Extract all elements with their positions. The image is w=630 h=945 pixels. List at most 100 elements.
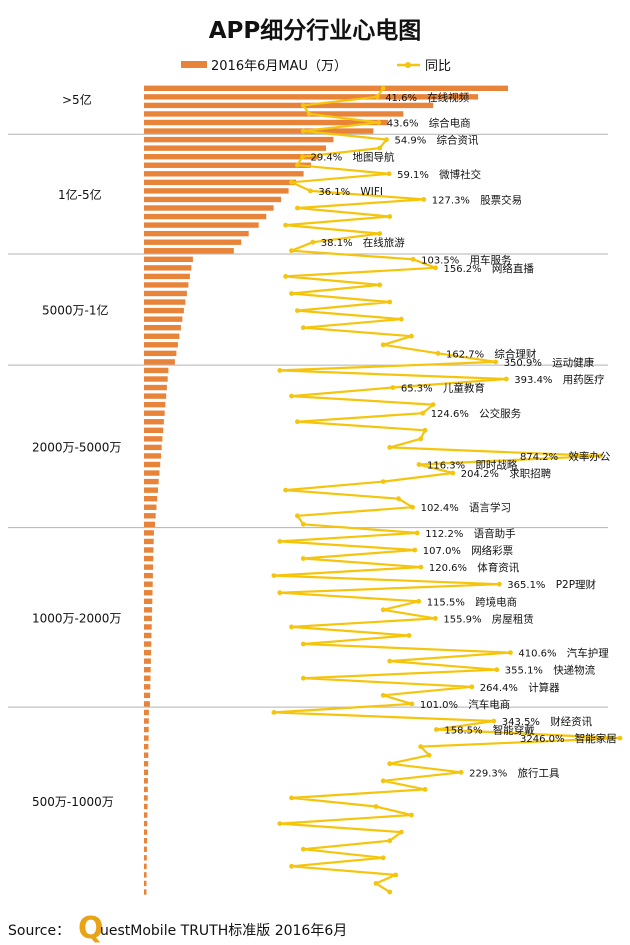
annotation-name: WIFI bbox=[360, 186, 383, 198]
legend-yoy-label: 同比 bbox=[425, 59, 451, 74]
tier-label: 5000万-1亿 bbox=[42, 303, 109, 318]
yoy-point bbox=[458, 769, 464, 775]
annotation-name: 即时战略 bbox=[475, 459, 517, 472]
mau-bar bbox=[144, 359, 175, 365]
mau-bars bbox=[144, 85, 508, 895]
yoy-point bbox=[469, 684, 475, 690]
mau-bar bbox=[144, 436, 163, 442]
yoy-line-path bbox=[272, 87, 622, 893]
mau-bar bbox=[144, 248, 234, 254]
annotation-name: 求职招聘 bbox=[509, 467, 551, 480]
yoy-point bbox=[377, 282, 383, 288]
annotation-pct: 112.2% bbox=[425, 529, 463, 540]
mau-bar bbox=[144, 572, 153, 579]
yoy-point bbox=[420, 410, 426, 416]
yoy-point bbox=[503, 376, 509, 382]
mau-bar bbox=[144, 598, 153, 604]
yoy-point bbox=[412, 547, 418, 553]
yoy-point bbox=[295, 162, 300, 168]
yoy-point bbox=[416, 462, 422, 467]
mau-bar bbox=[144, 761, 149, 767]
mau-bar bbox=[144, 675, 151, 681]
yoy-point bbox=[289, 291, 294, 296]
yoy-point bbox=[418, 744, 424, 749]
yoy-point bbox=[384, 137, 389, 143]
mau-bar bbox=[144, 419, 164, 425]
legend-bar-swatch bbox=[181, 61, 207, 68]
tier-dividers bbox=[8, 133, 608, 708]
annotation-pct: 3246.0% bbox=[520, 734, 565, 745]
yoy-point bbox=[289, 248, 294, 254]
yoy-point bbox=[387, 889, 393, 895]
annotation-name: 在线旅游 bbox=[363, 236, 405, 249]
mau-bar bbox=[144, 812, 148, 818]
annotation-pct: 343.5% bbox=[502, 717, 540, 728]
annotation-name: 旅行工具 bbox=[518, 766, 560, 779]
annotation-name: 体育资讯 bbox=[477, 561, 519, 574]
yoy-point bbox=[496, 581, 502, 587]
yoy-point bbox=[300, 103, 306, 108]
mau-bar bbox=[144, 188, 289, 194]
mau-bar bbox=[144, 213, 267, 220]
mau-bar bbox=[144, 128, 374, 134]
mau-bar bbox=[144, 624, 152, 630]
mau-bar bbox=[144, 290, 187, 297]
yoy-point bbox=[617, 735, 623, 741]
yoy-point bbox=[406, 633, 412, 638]
annotation-pct: 103.5% bbox=[421, 255, 459, 266]
annotation-pct: 355.1% bbox=[505, 666, 543, 677]
yoy-point bbox=[398, 829, 404, 835]
annotation-name: 运动健康 bbox=[552, 356, 594, 369]
mau-bar bbox=[144, 846, 147, 852]
annotation-pct: 107.0% bbox=[423, 546, 461, 557]
annotation-pct: 65.3% bbox=[401, 384, 433, 395]
mau-bar bbox=[144, 538, 154, 545]
yoy-point bbox=[289, 863, 294, 869]
mau-bar bbox=[144, 171, 304, 177]
annotation-name: 用车服务 bbox=[470, 253, 512, 266]
annotation-name: 语言学习 bbox=[469, 501, 511, 514]
yoy-point bbox=[494, 667, 500, 673]
legend-mau-label: 2016年6月MAU（万） bbox=[211, 59, 347, 74]
mau-bar bbox=[144, 778, 148, 784]
mau-bar bbox=[144, 701, 150, 707]
yoy-point bbox=[398, 316, 404, 322]
mau-bar bbox=[144, 504, 157, 510]
yoy-point bbox=[277, 539, 283, 544]
annotation-name: 快递物流 bbox=[553, 664, 595, 677]
annotation-pct: 116.3% bbox=[427, 461, 465, 472]
yoy-point bbox=[295, 308, 300, 313]
yoy-point bbox=[283, 487, 288, 493]
mau-bar bbox=[144, 239, 242, 245]
mau-bar bbox=[144, 342, 178, 348]
annotation-name: 股票交易 bbox=[480, 193, 522, 206]
annotation-pct: 158.5% bbox=[444, 726, 482, 737]
annotation-pct: 874.2% bbox=[520, 452, 558, 463]
mau-bar bbox=[144, 667, 151, 673]
mau-bar bbox=[144, 453, 161, 459]
mau-bar bbox=[144, 718, 149, 724]
annotation-pct: 204.2% bbox=[461, 469, 499, 480]
annotation-name: 计算器 bbox=[528, 681, 560, 694]
mau-bar bbox=[144, 154, 319, 160]
yoy-point bbox=[380, 692, 386, 698]
mau-bar bbox=[144, 795, 148, 801]
annotation-name: 智能家居 bbox=[575, 732, 617, 745]
yoy-point bbox=[409, 333, 414, 339]
mau-bar bbox=[144, 829, 148, 835]
mau-bar bbox=[144, 658, 151, 664]
mau-bar bbox=[144, 350, 177, 357]
mau-bar bbox=[144, 230, 249, 237]
annotation-pct: 410.6% bbox=[518, 649, 556, 660]
mau-bar bbox=[144, 470, 160, 476]
yoy-point bbox=[421, 197, 427, 202]
yoy-point bbox=[386, 171, 392, 177]
annotation-name: 语音助手 bbox=[474, 527, 516, 540]
yoy-point bbox=[508, 650, 513, 655]
yoy-point bbox=[283, 274, 288, 279]
annotation-name: 网络直播 bbox=[492, 262, 534, 275]
source-prefix: Source： bbox=[8, 923, 70, 939]
yoy-point bbox=[300, 675, 306, 681]
tier-label: 1亿-5亿 bbox=[58, 187, 102, 202]
